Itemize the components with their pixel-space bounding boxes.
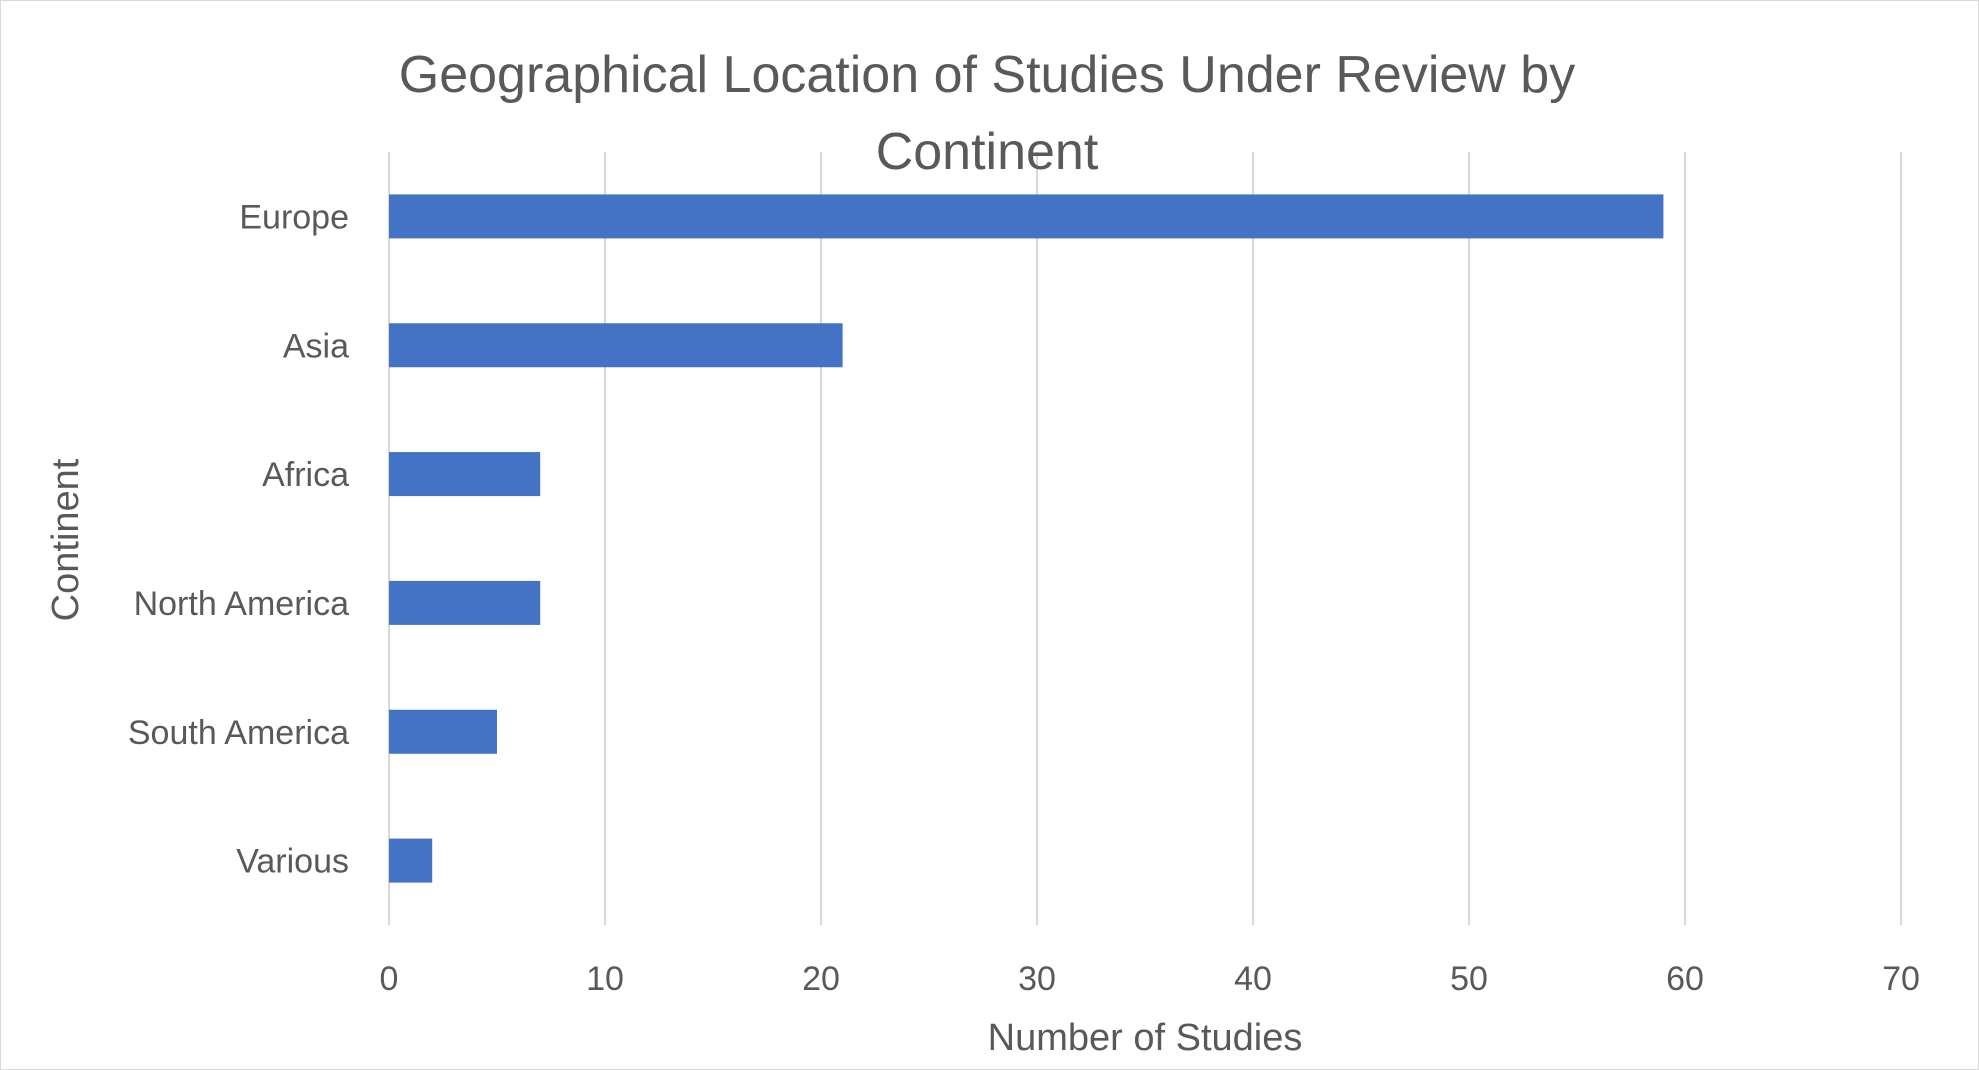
x-tick-label: 20 [802, 960, 840, 998]
gridlines [388, 152, 1902, 925]
bar-africa [389, 452, 541, 497]
y-category-label: North America [134, 585, 349, 623]
x-tick-label: 30 [1018, 960, 1056, 998]
y-axis-title: Continent [45, 458, 87, 621]
bar-various [389, 838, 433, 883]
bars [389, 194, 1664, 883]
labels: 0 10 20 30 40 50 60 70 Europe Asia Africa North Ame… [128, 198, 1920, 998]
y-category-label: South America [128, 714, 349, 752]
bar-north-america [389, 580, 541, 625]
x-tick-label: 50 [1450, 960, 1488, 998]
y-category-label: Asia [283, 327, 349, 365]
bar-asia [389, 323, 843, 368]
bar-south-america [389, 709, 497, 754]
x-tick-label: 70 [1882, 960, 1920, 998]
bar-europe [389, 194, 1664, 239]
x-axis-title: Number of Studies [988, 1017, 1303, 1059]
x-tick-label: 60 [1666, 960, 1704, 998]
y-category-label: Various [236, 843, 349, 881]
y-category-label: Africa [262, 456, 349, 494]
chart-title-line-2: Continent [876, 123, 1099, 181]
x-tick-label: 10 [586, 960, 624, 998]
chart-title-line-1: Geographical Location of Studies Under R… [399, 46, 1575, 104]
x-tick-label: 40 [1234, 960, 1272, 998]
y-category-label: Europe [239, 198, 349, 236]
x-tick-label: 0 [380, 960, 399, 998]
